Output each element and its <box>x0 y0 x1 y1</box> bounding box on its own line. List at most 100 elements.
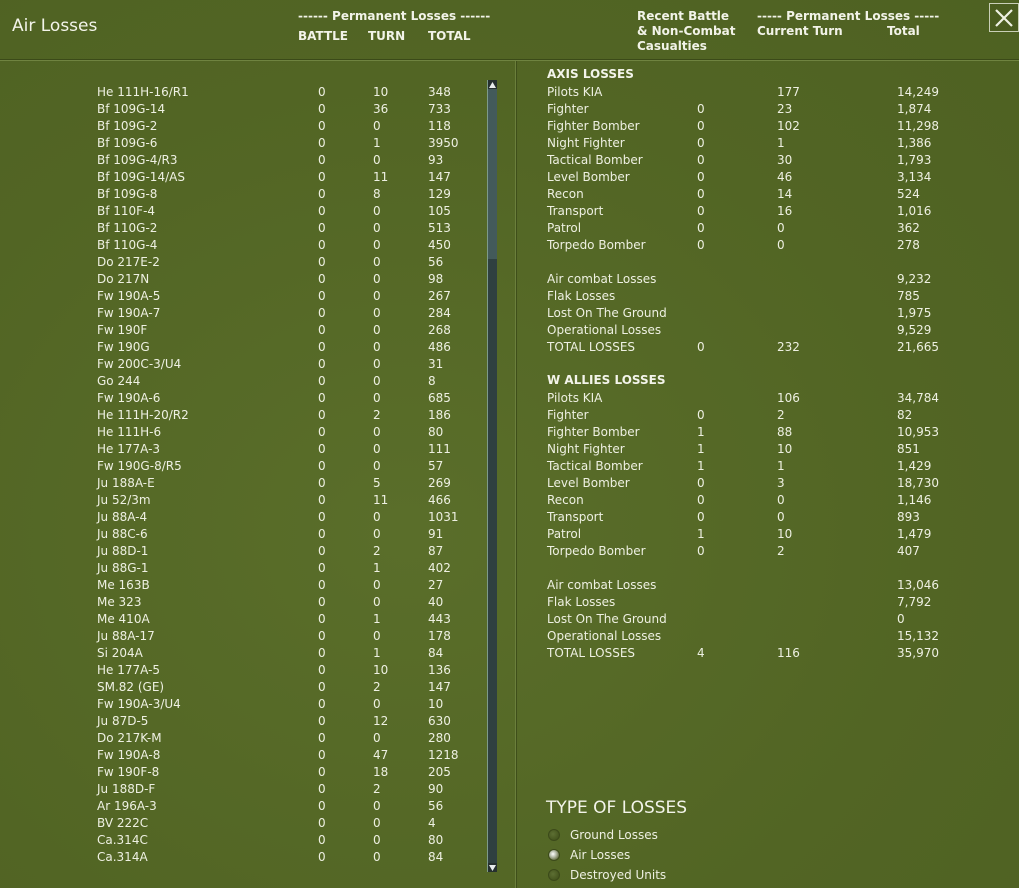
loss-label: Flak Losses <box>547 595 616 609</box>
aircraft-row: Ju 188A-E 0 5 269 <box>0 475 480 492</box>
col-header-turn: TURN <box>368 29 406 43</box>
total-losses: 11,298 <box>897 119 939 133</box>
aircraft-row: Me 323 0 0 40 <box>0 594 480 611</box>
battle-losses: 0 <box>318 697 326 711</box>
aircraft-row: Bf 109G-2 0 0 118 <box>0 118 480 135</box>
aircraft-name: Ju 88C-6 <box>97 527 148 541</box>
radio-label: Ground Losses <box>570 828 658 842</box>
aircraft-row: He 177A-3 0 0 111 <box>0 441 480 458</box>
total-losses: 84 <box>428 850 444 864</box>
aircraft-name: Bf 109G-6 <box>97 136 158 150</box>
total-losses: 267 <box>428 289 451 303</box>
battle-losses: 0 <box>318 442 326 456</box>
total-losses: 348 <box>428 85 451 99</box>
aircraft-list-scrollbar[interactable] <box>487 80 497 872</box>
radio-label: Air Losses <box>570 848 631 862</box>
total-losses: 466 <box>428 493 451 507</box>
total-losses: 284 <box>428 306 451 320</box>
total-losses: 7,792 <box>897 595 932 609</box>
axis-type-row: Fighter Bomber 0 102 11,298 <box>0 118 1019 135</box>
total-losses: 40 <box>428 595 444 609</box>
scroll-thumb[interactable] <box>488 89 497 259</box>
aircraft-row: Bf 109G-8 0 8 129 <box>0 186 480 203</box>
aircraft-row: Fw 190G 0 0 486 <box>0 339 480 356</box>
aircraft-name: Do 217N <box>97 272 150 286</box>
aircraft-name: He 111H-16/R1 <box>97 85 189 99</box>
turn-losses: 0 <box>373 323 381 337</box>
total-losses: 56 <box>428 255 444 269</box>
recent-casualties: 0 <box>697 493 705 507</box>
aircraft-name: Fw 190A-6 <box>97 391 161 405</box>
recent-casualties: 4 <box>697 646 705 660</box>
allies-cause-row: TOTAL LOSSES 4 116 35,970 <box>0 645 1019 662</box>
turn-losses: 1 <box>373 136 381 150</box>
current-turn-losses: 10 <box>777 527 793 541</box>
aircraft-row: SM.82 (GE) 0 2 147 <box>0 679 480 696</box>
turn-losses: 0 <box>373 153 381 167</box>
total-losses: 1,793 <box>897 153 932 167</box>
battle-losses: 0 <box>318 459 326 473</box>
radio-selected-icon[interactable] <box>548 849 560 861</box>
total-losses: 3950 <box>428 136 459 150</box>
battle-losses: 0 <box>318 102 326 116</box>
loss-label: Lost On The Ground <box>547 306 667 320</box>
radio-option-destroyed-units[interactable]: Destroyed Units <box>548 866 666 884</box>
axis-cause-row: Flak Losses 785 <box>0 288 1019 305</box>
aircraft-name: Bf 109G-14/AS <box>97 170 185 184</box>
loss-label: Fighter <box>547 102 589 116</box>
aircraft-name: Bf 110G-4 <box>97 238 158 252</box>
total-losses: 10 <box>428 697 444 711</box>
turn-losses: 0 <box>373 731 381 745</box>
battle-losses: 0 <box>318 544 326 558</box>
aircraft-row: Bf 109G-14 0 36 733 <box>0 101 480 118</box>
radio-option-ground-losses[interactable]: Ground Losses <box>548 826 658 844</box>
allies-type-row: Transport 0 0 893 <box>0 509 1019 526</box>
axis-type-row: Patrol 0 0 362 <box>0 220 1019 237</box>
aircraft-row: Ju 88C-6 0 0 91 <box>0 526 480 543</box>
turn-losses: 1 <box>373 561 381 575</box>
turn-losses: 2 <box>373 408 381 422</box>
total-losses: 1218 <box>428 748 459 762</box>
turn-losses: 47 <box>373 748 389 762</box>
scroll-down-button[interactable] <box>488 863 497 872</box>
allies-losses-heading: W ALLIES LOSSES <box>547 373 666 387</box>
loss-label: Lost On The Ground <box>547 612 667 626</box>
radio-option-air-losses[interactable]: Air Losses <box>548 846 630 864</box>
aircraft-row: Ju 88D-1 0 2 87 <box>0 543 480 560</box>
current-turn-losses: 116 <box>777 646 800 660</box>
loss-label: Patrol <box>547 221 582 235</box>
recent-casualties: 0 <box>697 221 705 235</box>
axis-type-row: Torpedo Bomber 0 0 278 <box>0 237 1019 254</box>
turn-losses: 0 <box>373 578 381 592</box>
battle-losses: 0 <box>318 391 326 405</box>
aircraft-name: Fw 190A-7 <box>97 306 161 320</box>
aircraft-name: Fw 190A-5 <box>97 289 161 303</box>
battle-losses: 0 <box>318 714 326 728</box>
total-losses: 450 <box>428 238 451 252</box>
battle-losses: 0 <box>318 663 326 677</box>
turn-losses: 36 <box>373 102 389 116</box>
aircraft-name: Bf 109G-4/R3 <box>97 153 178 167</box>
battle-losses: 0 <box>318 680 326 694</box>
axis-cause-row: Lost On The Ground 1,975 <box>0 305 1019 322</box>
radio-unselected-icon[interactable] <box>548 829 560 841</box>
radio-unselected-icon[interactable] <box>548 869 560 881</box>
battle-losses: 0 <box>318 561 326 575</box>
aircraft-name: Fw 190F-8 <box>97 765 160 779</box>
turn-losses: 0 <box>373 391 381 405</box>
total-losses: 407 <box>897 544 920 558</box>
battle-losses: 0 <box>318 221 326 235</box>
battle-losses: 0 <box>318 646 326 660</box>
scroll-up-button[interactable] <box>488 80 497 89</box>
total-losses: 685 <box>428 391 451 405</box>
total-losses: 269 <box>428 476 451 490</box>
loss-label: Fighter <box>547 408 589 422</box>
current-turn-losses: 0 <box>777 238 785 252</box>
turn-losses: 1 <box>373 646 381 660</box>
axis-type-row: Tactical Bomber 0 30 1,793 <box>0 152 1019 169</box>
turn-losses: 5 <box>373 476 381 490</box>
total-losses: 186 <box>428 408 451 422</box>
loss-label: Air combat Losses <box>547 578 657 592</box>
close-button[interactable] <box>989 3 1019 32</box>
battle-losses: 0 <box>318 510 326 524</box>
